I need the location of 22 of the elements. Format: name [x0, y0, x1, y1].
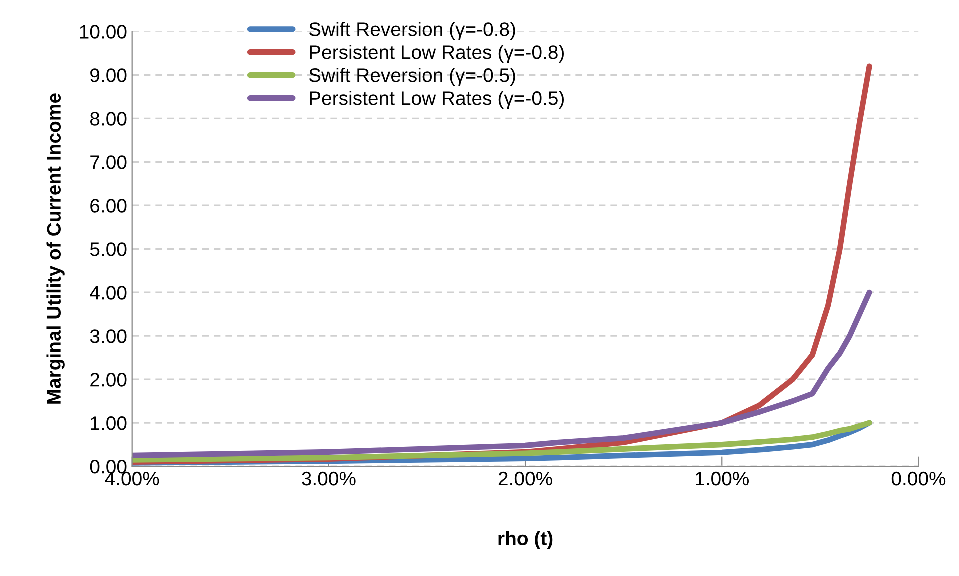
legend-label: Swift Reversion (γ=-0.5)	[309, 68, 516, 86]
y-tick-label: 5.00	[90, 242, 127, 256]
y-tick-label: 6.00	[90, 199, 127, 213]
y-tick-label: 3.00	[90, 330, 127, 344]
legend-label: Swift Reversion (γ=-0.8)	[309, 22, 516, 40]
legend-label: Persistent Low Rates (γ=-0.5)	[310, 91, 564, 110]
y-tick-label: 10.00	[80, 25, 127, 39]
y-tick-label: 8.00	[90, 112, 127, 126]
x-tick-label: 0.00%	[892, 472, 946, 486]
y-tick-label: 9.00	[90, 68, 127, 82]
x-tick-label: 2.00%	[498, 472, 552, 486]
x-tick-label: 3.00%	[302, 472, 356, 486]
x-tick-label: 1.00%	[696, 472, 750, 486]
y-tick-label: 0.00	[90, 460, 127, 474]
y-tick-label: 2.00	[90, 373, 127, 387]
y-tick-label: 4.00	[90, 286, 127, 300]
legend-label: Persistent Low Rates (γ=-0.8)	[310, 45, 564, 64]
y-tick-label: 7.00	[90, 156, 127, 170]
y-tick-label: 1.00	[91, 416, 127, 430]
x-axis-title: rho (t)	[498, 531, 553, 550]
x-tick-label: 4.00%	[105, 472, 160, 486]
y-axis-title: Marginal Utility of Current Income	[46, 94, 65, 404]
